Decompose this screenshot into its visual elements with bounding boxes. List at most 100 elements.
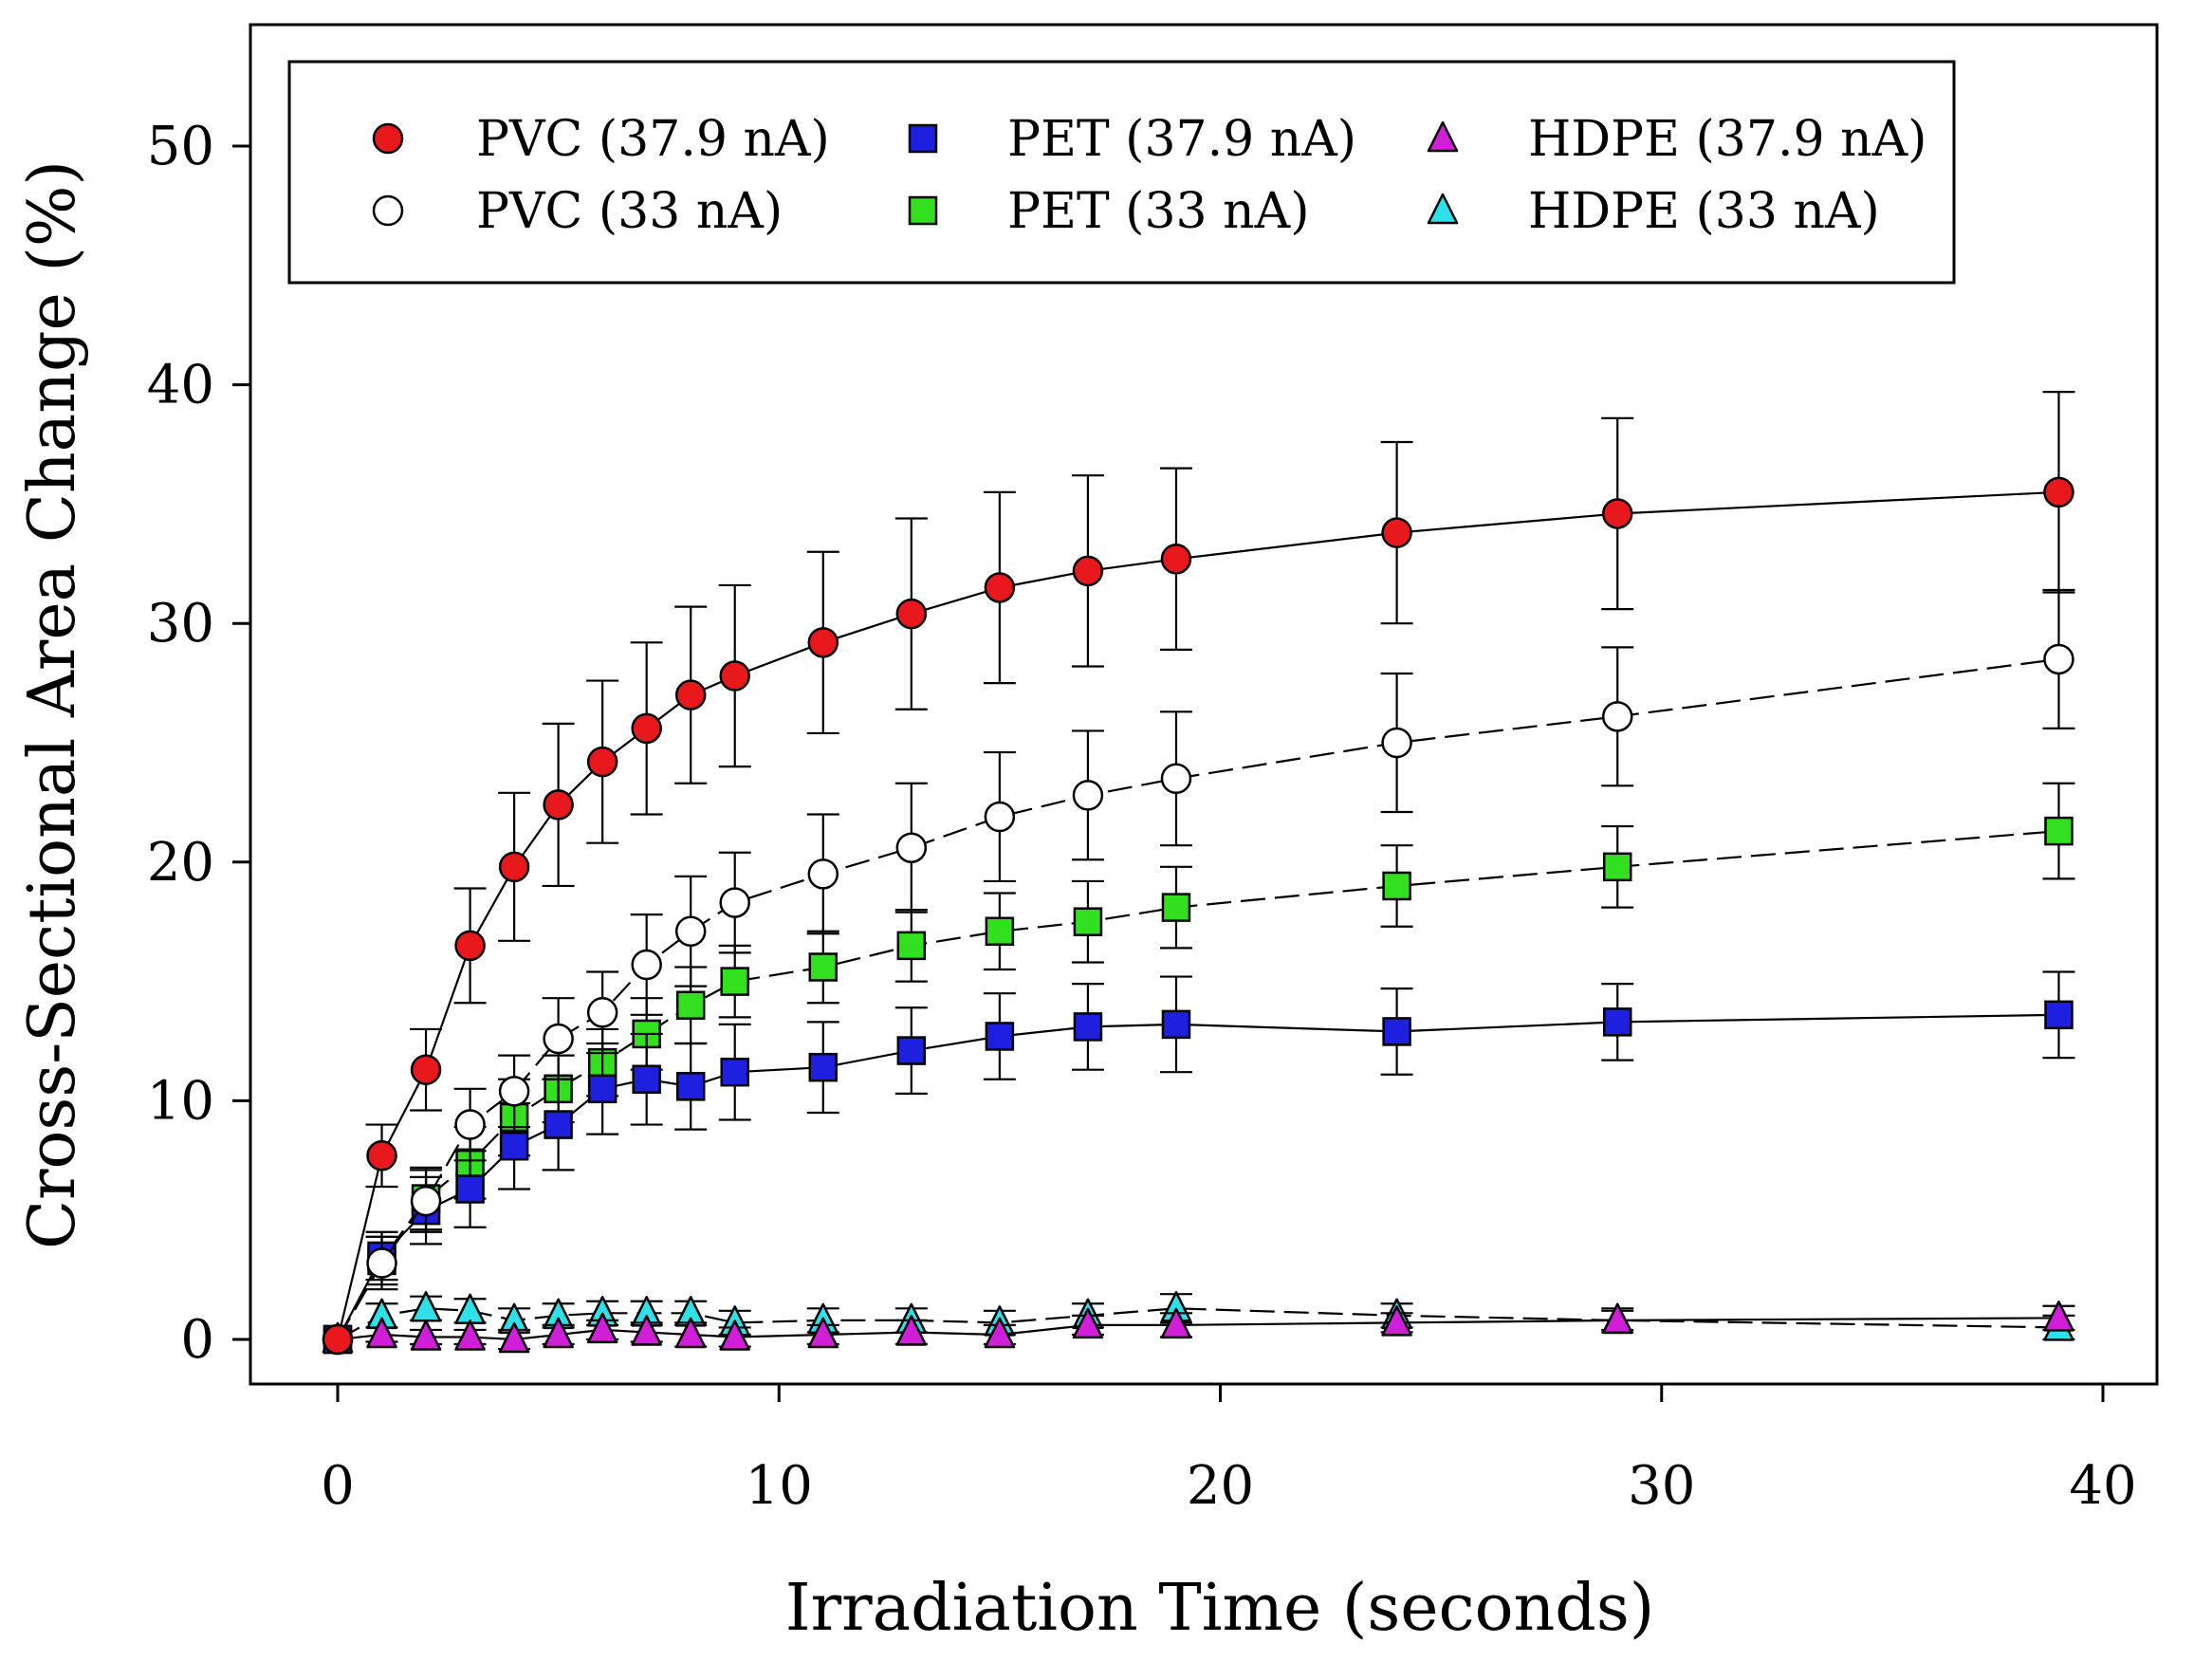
series-3 bbox=[323, 782, 2075, 1355]
data-point bbox=[2043, 643, 2074, 675]
legend-item-1: PVC (33 nA) bbox=[372, 183, 783, 240]
data-point bbox=[807, 858, 839, 890]
data-point bbox=[586, 1312, 618, 1344]
data-point bbox=[1381, 517, 1412, 548]
data-point bbox=[586, 997, 618, 1028]
legend-label: HDPE (33 nA) bbox=[1528, 183, 1880, 240]
legend-label: PET (37.9 nA) bbox=[1007, 111, 1356, 168]
data-point bbox=[1072, 1307, 1104, 1339]
data-point bbox=[1602, 852, 1632, 882]
data-point bbox=[1601, 701, 1633, 732]
data-point bbox=[1382, 871, 1411, 901]
legend-label: PVC (37.9 nA) bbox=[476, 111, 830, 168]
x-tick-label: 0 bbox=[321, 1455, 355, 1517]
data-point bbox=[543, 1317, 574, 1349]
data-point bbox=[498, 1321, 530, 1354]
data-point bbox=[984, 572, 1016, 603]
series-line bbox=[336, 490, 2059, 1340]
series-0 bbox=[322, 391, 2075, 1356]
data-point bbox=[1160, 763, 1192, 794]
data-point bbox=[674, 679, 707, 711]
data-point bbox=[985, 916, 1015, 947]
data-point bbox=[1601, 498, 1633, 529]
data-point bbox=[895, 1315, 928, 1346]
x-axis-title: Irradiation Time (seconds) bbox=[785, 1571, 1655, 1646]
data-point bbox=[984, 801, 1016, 833]
data-point bbox=[807, 627, 839, 658]
data-point bbox=[543, 789, 574, 821]
data-point bbox=[631, 949, 662, 981]
data-point bbox=[543, 1023, 574, 1055]
data-point bbox=[719, 1320, 750, 1351]
data-point bbox=[895, 832, 928, 863]
data-point bbox=[1602, 1007, 1632, 1037]
data-point bbox=[985, 1022, 1015, 1051]
data-point bbox=[631, 1315, 662, 1346]
y-tick-label: 0 bbox=[180, 1309, 214, 1371]
data-point bbox=[1161, 893, 1191, 922]
data-point bbox=[1160, 544, 1192, 575]
data-point bbox=[498, 851, 530, 883]
legend-item-3: PET (33 nA) bbox=[908, 183, 1309, 240]
data-point bbox=[719, 660, 750, 692]
data-point bbox=[1381, 727, 1412, 759]
legend-item-5: HDPE (33 nA) bbox=[1427, 183, 1880, 240]
y-tick-label: 30 bbox=[147, 593, 214, 655]
data-point bbox=[675, 1072, 706, 1101]
data-point bbox=[720, 967, 749, 996]
data-point bbox=[1073, 907, 1103, 936]
data-point bbox=[499, 1131, 529, 1161]
legend-item-2: PET (37.9 nA) bbox=[908, 111, 1356, 168]
data-point bbox=[895, 598, 928, 630]
series-line bbox=[337, 1307, 2059, 1340]
data-point bbox=[674, 1317, 707, 1349]
data-point bbox=[587, 1074, 618, 1104]
data-point bbox=[896, 931, 927, 961]
y-tick-label: 10 bbox=[147, 1070, 214, 1132]
data-point bbox=[675, 990, 706, 1021]
legend-marker bbox=[908, 195, 938, 226]
x-tick-label: 40 bbox=[2069, 1455, 2136, 1517]
data-point bbox=[586, 746, 618, 778]
data-point bbox=[808, 1052, 839, 1082]
legend-marker bbox=[372, 122, 404, 155]
y-axis-title: Cross-Sectional Area Change (%) bbox=[15, 160, 90, 1249]
data-point bbox=[1073, 1012, 1103, 1042]
data-point bbox=[1160, 1307, 1192, 1339]
data-point bbox=[808, 952, 839, 982]
data-point bbox=[1072, 555, 1104, 587]
data-point bbox=[366, 1247, 397, 1279]
legend: PVC (37.9 nA) PVC (33 nA) PET (37.9 nA) PET… bbox=[287, 60, 1956, 285]
data-point bbox=[544, 1110, 573, 1139]
y-tick-label: 20 bbox=[147, 832, 214, 894]
data-point bbox=[366, 1140, 397, 1172]
legend-item-0: PVC (37.9 nA) bbox=[372, 111, 830, 168]
legend-marker bbox=[372, 194, 404, 227]
data-point bbox=[410, 1320, 442, 1351]
y-tick-label: 50 bbox=[147, 116, 214, 177]
x-tick-label: 10 bbox=[746, 1455, 813, 1517]
data-point bbox=[2043, 476, 2074, 508]
data-point bbox=[632, 1064, 661, 1095]
y-axis: 0 10 20 30 40 50 bbox=[147, 25, 252, 1384]
data-point bbox=[410, 1054, 442, 1085]
data-point bbox=[455, 1174, 485, 1204]
series-layer bbox=[322, 391, 2075, 1356]
data-point bbox=[410, 1185, 442, 1217]
data-point bbox=[1161, 1009, 1191, 1040]
data-point bbox=[1601, 1302, 1633, 1335]
legend-label: PVC (33 nA) bbox=[476, 183, 783, 240]
legend-marker bbox=[1427, 120, 1459, 153]
data-point bbox=[1382, 1017, 1411, 1046]
x-tick-label: 20 bbox=[1187, 1455, 1254, 1517]
x-axis: 0 10 20 30 40 bbox=[250, 1382, 2157, 1517]
series-4 bbox=[322, 1301, 2075, 1354]
data-point bbox=[984, 1317, 1016, 1349]
data-point bbox=[720, 1057, 749, 1087]
series-line bbox=[337, 657, 2059, 1340]
legend-item-4: HDPE (37.9 nA) bbox=[1427, 111, 1926, 168]
data-point bbox=[631, 712, 662, 745]
legend-label: HDPE (37.9 nA) bbox=[1528, 111, 1926, 168]
data-point bbox=[896, 1036, 927, 1065]
